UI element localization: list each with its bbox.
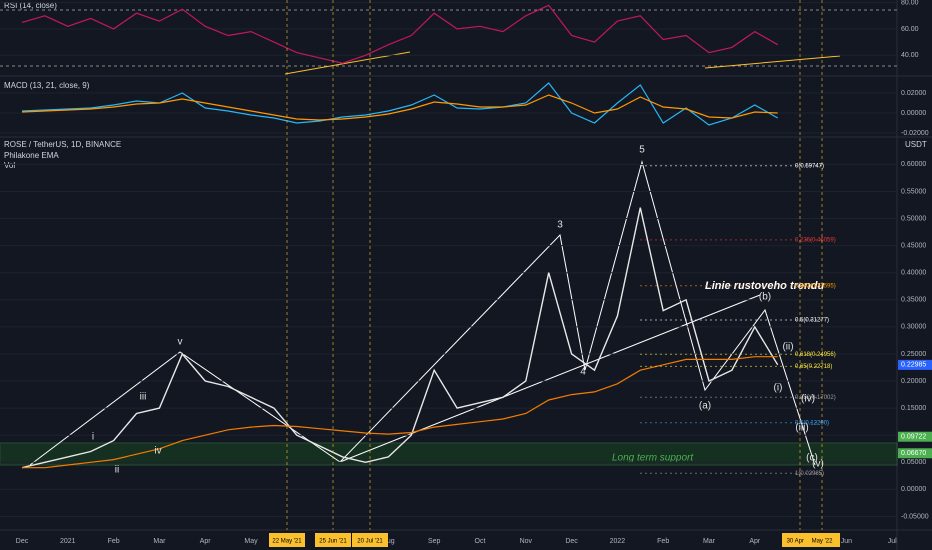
x-tick-label: Mar (153, 538, 166, 545)
y-tick-label: 0.05000 (901, 459, 926, 466)
wave-label: (i) (774, 383, 783, 394)
x-tick-label: Oct (475, 538, 486, 545)
date-marker-bg (804, 533, 840, 547)
date-marker-label: 25 Jun '21 (319, 539, 347, 545)
x-tick-label: Feb (657, 538, 669, 545)
y-tick-label: -0.02000 (901, 130, 929, 137)
x-tick-label: Jul (888, 538, 897, 545)
rsi-title: RSI (14, close) (4, 1, 57, 10)
unit-label: USDT (905, 140, 927, 149)
y-tick-label: 0.20000 (901, 378, 926, 385)
date-marker-label: 20 Jul '21 (357, 539, 383, 545)
y-tick-label: 0.30000 (901, 324, 926, 331)
y-tick-label: 0.15000 (901, 405, 926, 412)
price-title: ROSE / TetherUS, 1D, BINANCE (4, 140, 121, 149)
y-tick-label: 0.00000 (901, 486, 926, 493)
indicator-label: Philakone EMA (4, 151, 59, 160)
x-tick-label: Feb (108, 538, 120, 545)
series-line (21, 4, 778, 64)
wave-label: 3 (557, 220, 563, 231)
price-tag-label: 0.06670 (901, 450, 926, 457)
price-tag-label: 0.09722 (901, 434, 926, 441)
date-marker-bg (352, 533, 388, 547)
wave-label: (ii) (782, 342, 793, 353)
support-zone (0, 442, 898, 466)
wave-label: i (92, 432, 94, 443)
price-tag-label: 0.22985 (901, 362, 926, 369)
fib-label: 0.5(0.12290) (795, 420, 829, 426)
fib-label: 0.382(0.17002) (795, 395, 836, 401)
fib-label: 0.382(0.37595) (795, 283, 836, 289)
y-tick-label: 0.35000 (901, 297, 926, 304)
wave-label: ii (115, 465, 119, 476)
y-tick-label: 0.55000 (901, 188, 926, 195)
wave-label: (iv) (801, 394, 815, 405)
y-tick-label: 0.00000 (901, 110, 926, 117)
y-tick-label: 0.45000 (901, 242, 926, 249)
series-line (22, 356, 778, 469)
fib-label: 1(0.02985) (795, 471, 824, 477)
x-tick-label: Sep (428, 538, 441, 545)
y-tick-label: 0.60000 (901, 161, 926, 168)
support-annotation: Long term support (612, 453, 694, 464)
plot-bg (0, 0, 897, 530)
x-tick-label: Mar (703, 538, 716, 545)
price-tag (898, 448, 932, 459)
x-tick-label: Dec (565, 538, 578, 545)
fib-label: 0.5(0.31277) (795, 318, 829, 324)
wave-label: v (178, 337, 183, 348)
y-tick-label: -0.05000 (901, 513, 929, 520)
y-tick-label: 40.00 (901, 52, 919, 59)
x-tick-label: Nov (520, 538, 533, 545)
x-tick-label: 2022 (610, 538, 626, 545)
rsi-divergence (704, 55, 841, 69)
wave-label: 4 (580, 367, 586, 378)
x-tick-label: Apr (749, 538, 761, 545)
date-marker-label: 30 Apr '22 (787, 539, 814, 545)
x-tick-label: Apr (200, 538, 212, 545)
wave-label: (v) (812, 459, 824, 470)
wave-label: 5 (639, 145, 645, 156)
wave-label: (b) (759, 292, 771, 303)
macd-title: MACD (13, 21, close, 9) (4, 81, 90, 90)
fib-label: 0.65(0.22718) (795, 364, 832, 370)
y-tick-label: 0.40000 (901, 270, 926, 277)
x-tick-label: Dec (16, 538, 29, 545)
price-tag (898, 359, 932, 370)
x-tick-label: Jun (841, 538, 852, 545)
x-tick-label: Aug (382, 538, 395, 545)
fib-label: 0.618(0.24956) (795, 352, 836, 358)
series-line (21, 82, 778, 126)
series-line (21, 207, 779, 469)
wave-label: iv (154, 446, 161, 457)
y-tick-label: 0.02000 (901, 90, 926, 97)
trend-annotation: Linie rustoveho trendu (705, 280, 824, 292)
price-tag (898, 431, 932, 442)
series-line (21, 94, 778, 121)
date-marker-label: 22 May '21 (272, 539, 302, 545)
wave-label: iii (140, 392, 147, 403)
y-tick-label: 0.25000 (901, 351, 926, 358)
volume-label: Vol (4, 161, 15, 170)
date-marker-label: May '22 (812, 539, 833, 545)
y-tick-label: 60.00 (901, 26, 919, 33)
date-marker-bg (315, 533, 351, 547)
wave-label: (c) (806, 453, 818, 464)
wave-label: (iii) (795, 423, 808, 434)
x-tick-label: 2021 (60, 538, 76, 545)
wave-label: (a) (699, 401, 711, 412)
trend-line (339, 294, 761, 463)
fib-label: 0(0.59747) (795, 163, 824, 169)
y-tick-label: 80.00 (901, 0, 919, 6)
y-tick-label: 0.50000 (901, 215, 926, 222)
fib-label: 0.236(0.46059) (795, 237, 836, 243)
x-tick-label: May (244, 538, 258, 545)
date-marker-bg (269, 533, 305, 547)
